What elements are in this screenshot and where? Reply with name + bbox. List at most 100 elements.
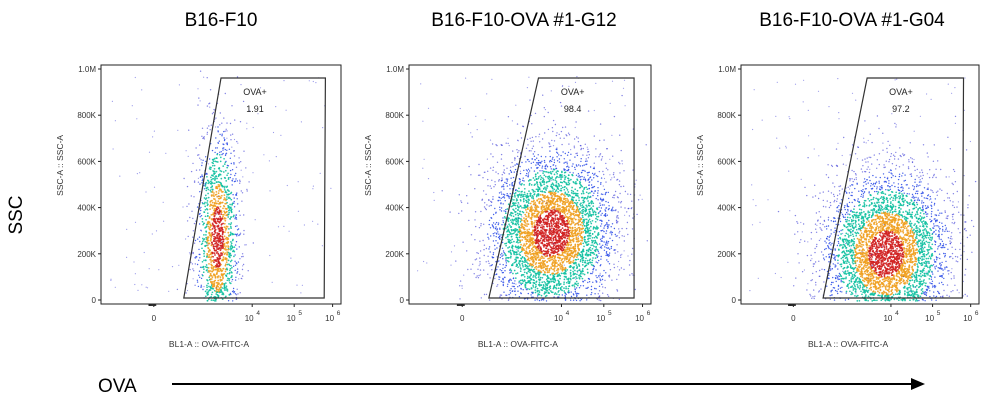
event-dot — [587, 219, 590, 222]
event-dot — [499, 263, 501, 265]
event-dot — [219, 278, 222, 281]
event-dot — [210, 195, 213, 197]
event-dot — [528, 276, 530, 279]
event-dot — [245, 167, 247, 169]
event-dot — [506, 167, 508, 169]
event-dot — [221, 217, 224, 220]
event-dot — [235, 193, 237, 195]
event-dot — [210, 295, 212, 298]
event-dot — [586, 172, 589, 174]
event-dot — [202, 265, 205, 268]
event-dot — [210, 284, 213, 286]
event-dot — [521, 195, 524, 198]
event-dot — [575, 192, 577, 195]
event-dot — [508, 293, 510, 296]
event-dot — [236, 229, 239, 231]
event-dot — [224, 148, 226, 151]
event-dot — [538, 176, 540, 178]
event-dot — [211, 188, 213, 191]
event-dot — [548, 286, 551, 289]
event-dot — [462, 241, 464, 243]
event-dot — [645, 144, 647, 146]
event-dot — [533, 179, 536, 181]
event-dot — [272, 131, 275, 134]
event-dot — [227, 234, 230, 237]
event-dot — [476, 252, 478, 254]
event-dot — [545, 156, 547, 158]
event-dot — [561, 171, 563, 174]
event-dot — [590, 244, 593, 247]
event-dot — [551, 209, 553, 212]
event-dot — [196, 206, 199, 208]
event-dot — [541, 181, 544, 184]
event-dot — [212, 194, 215, 196]
event-dot — [317, 223, 319, 225]
event-dot — [196, 263, 199, 266]
event-dot — [502, 221, 505, 224]
event-dot — [588, 184, 590, 186]
event-dot — [196, 279, 199, 281]
event-dot — [550, 259, 552, 261]
event-dot — [536, 223, 539, 226]
event-dot — [564, 294, 566, 297]
event-dot — [210, 261, 213, 263]
event-dot — [601, 156, 604, 158]
event-dot — [540, 294, 543, 297]
event-dot — [534, 190, 536, 193]
event-dot — [214, 220, 217, 223]
event-dot — [231, 169, 234, 171]
event-dot — [224, 219, 227, 222]
event-dot — [586, 154, 588, 156]
event-dot — [221, 245, 224, 247]
event-dot — [578, 229, 581, 232]
event-dot — [209, 274, 212, 277]
ova-gate[interactable] — [183, 77, 327, 299]
event-dot — [315, 82, 317, 84]
event-dot — [227, 248, 230, 251]
event-dot — [119, 175, 121, 177]
event-dot — [543, 183, 545, 186]
event-dot — [569, 159, 571, 161]
event-dot — [234, 233, 237, 235]
event-dot — [211, 149, 214, 152]
event-dot — [233, 255, 235, 258]
event-dot — [171, 266, 174, 268]
event-dot — [543, 226, 545, 228]
event-dot — [236, 198, 238, 200]
event-dot — [555, 228, 558, 231]
event-dot — [200, 206, 202, 209]
event-dot — [555, 260, 557, 262]
event-dot — [226, 143, 228, 146]
event-dot — [219, 205, 222, 208]
event-dot — [531, 200, 533, 203]
event-dot — [501, 247, 504, 249]
y-tick-label: 600K — [77, 157, 96, 166]
event-dot — [571, 202, 574, 205]
event-dot — [239, 179, 241, 181]
event-dot — [595, 156, 597, 158]
event-dot — [542, 299, 545, 301]
event-dot — [500, 234, 502, 236]
event-dot — [131, 105, 133, 107]
event-dot — [247, 270, 249, 272]
event-dot — [212, 269, 215, 272]
event-dot — [227, 231, 230, 234]
event-dot — [518, 150, 520, 152]
event-dot — [544, 259, 546, 262]
event-dot — [573, 294, 575, 296]
event-dot — [527, 174, 530, 176]
event-dot — [620, 206, 622, 208]
event-dot — [520, 196, 522, 198]
event-dot — [544, 286, 547, 288]
event-dot — [552, 190, 554, 192]
event-dot — [211, 207, 214, 209]
event-dot — [185, 150, 187, 152]
event-dot — [223, 157, 225, 160]
event-dot — [597, 293, 599, 295]
event-dot — [211, 291, 214, 294]
event-dot — [219, 215, 222, 218]
event-dot — [216, 211, 219, 214]
event-dot — [541, 204, 544, 207]
event-dot — [554, 292, 557, 294]
event-dot — [223, 285, 226, 288]
